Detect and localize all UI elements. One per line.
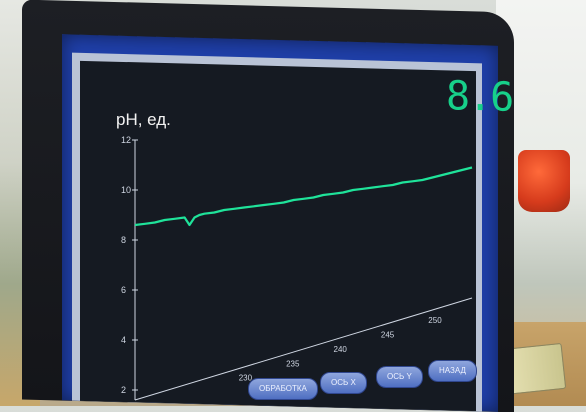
y-tick-label: 6 (121, 285, 126, 295)
back-button[interactable]: НАЗАД (428, 360, 477, 382)
y-tick-label: 8 (121, 235, 126, 245)
ph-readout: 8.6 (446, 73, 513, 121)
x-tick-label: 250 (428, 316, 442, 325)
y-tick-label: 4 (121, 335, 126, 345)
axis-y-button[interactable]: ОСЬ Y (376, 366, 423, 388)
flower-pot (518, 150, 570, 212)
axis-x-button[interactable]: ОСЬ X (320, 372, 367, 394)
y-tick-label: 2 (121, 385, 126, 395)
x-axis-line (134, 297, 473, 401)
x-tick-label: 235 (286, 359, 300, 368)
y-tick-label: 12 (121, 135, 131, 145)
ph-series-line (134, 166, 473, 227)
button-strip: ОБРАБОТКА ОСЬ X ОСЬ Y НАЗАД (248, 350, 498, 406)
x-tick-label: 240 (334, 345, 348, 354)
y-axis-label: pH, ед. (116, 110, 171, 129)
processing-button[interactable]: ОБРАБОТКА (248, 378, 318, 400)
x-tick-label: 230 (239, 374, 253, 383)
y-tick-label: 10 (121, 185, 131, 195)
ph-chart: 12 10 8 6 4 2 230 235 240 245 250 (121, 135, 473, 401)
x-tick-label: 245 (381, 331, 395, 340)
